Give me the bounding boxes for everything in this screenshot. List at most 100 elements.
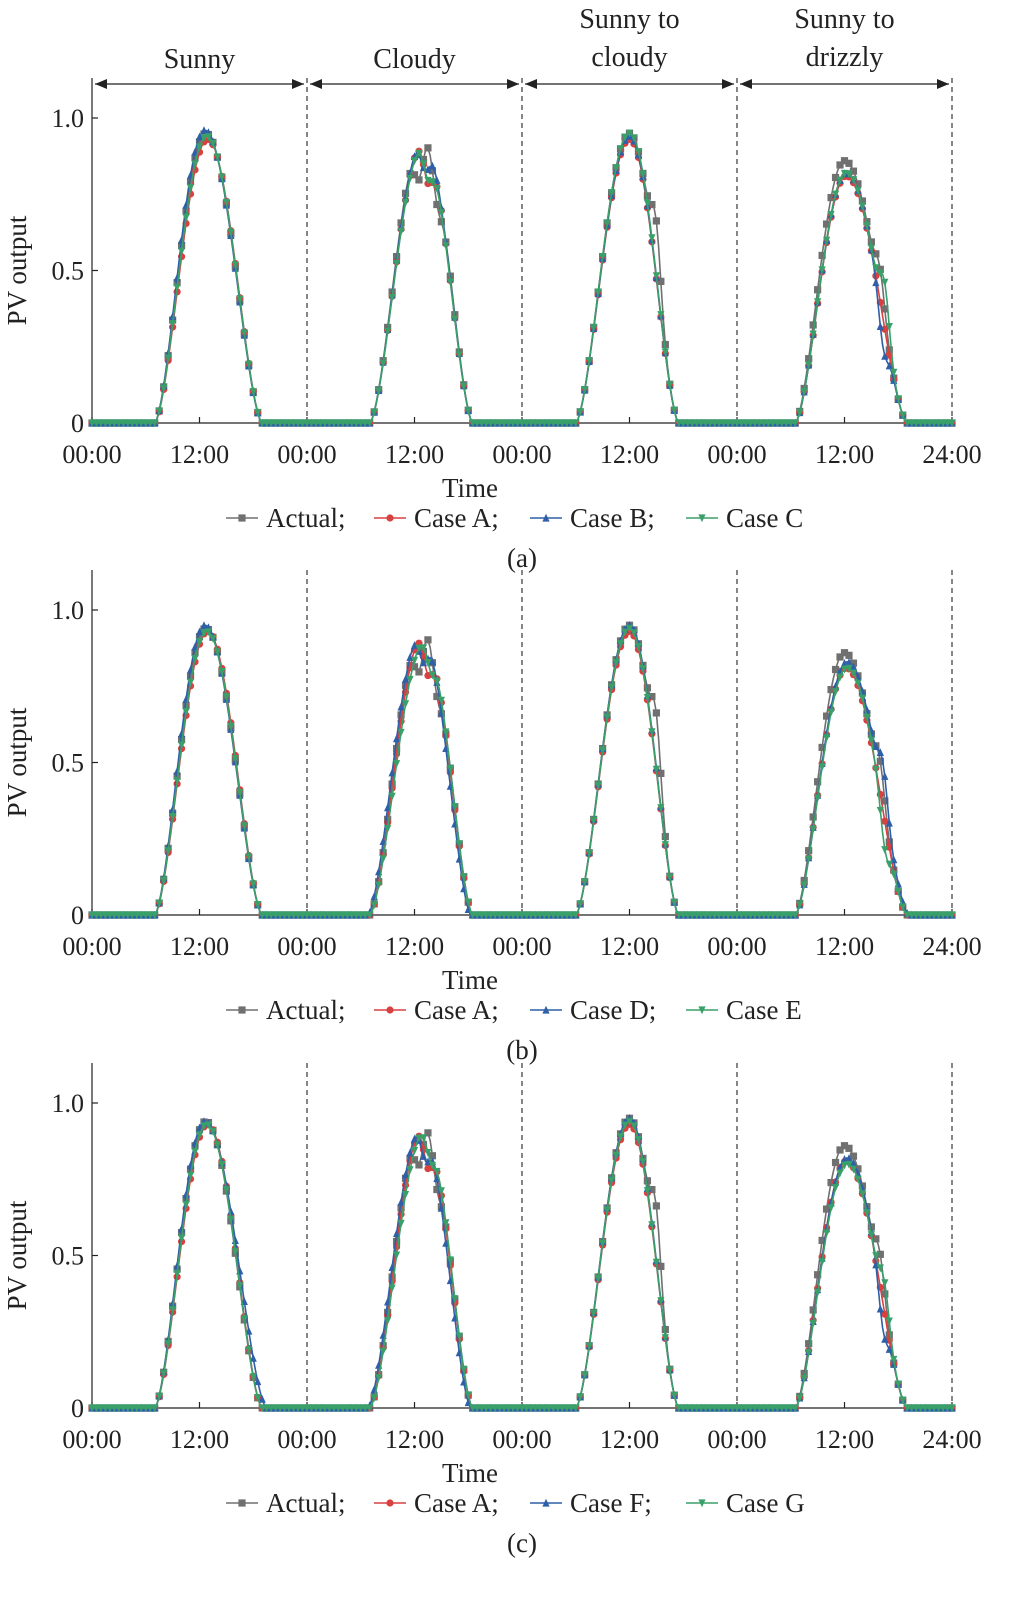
data-point xyxy=(245,1346,253,1355)
data-point xyxy=(845,170,853,179)
data-point xyxy=(169,320,177,328)
data-point xyxy=(392,760,401,768)
data-point xyxy=(648,728,656,737)
data-point xyxy=(209,634,217,643)
data-point xyxy=(169,312,177,320)
data-point xyxy=(218,173,226,182)
data-point xyxy=(249,1353,257,1362)
data-point xyxy=(164,847,172,855)
data-point xyxy=(249,1373,257,1382)
data-point xyxy=(177,741,186,750)
data-point xyxy=(213,153,222,162)
data-point xyxy=(881,1290,889,1298)
data-point xyxy=(424,144,432,152)
data-point xyxy=(240,329,248,338)
data-point xyxy=(652,1258,660,1267)
data-point xyxy=(845,1144,853,1152)
panel-label: (a) xyxy=(507,543,537,573)
data-point xyxy=(169,805,177,814)
data-point xyxy=(236,1281,244,1290)
data-point xyxy=(428,657,437,666)
data-point xyxy=(401,198,410,207)
y-tick-label: 0 xyxy=(71,409,84,438)
legend-label: Actual; xyxy=(266,503,345,533)
segment-label-line2: drizzly xyxy=(806,42,884,73)
data-point xyxy=(872,278,880,287)
data-point xyxy=(872,742,880,750)
data-point xyxy=(899,903,907,912)
x-tick-label: 12:00 xyxy=(815,932,874,961)
data-point xyxy=(406,1166,414,1175)
data-point xyxy=(195,1131,204,1140)
data-point xyxy=(590,1309,598,1318)
data-point xyxy=(446,1256,454,1265)
x-tick-label: 24:00 xyxy=(922,440,981,469)
data-point xyxy=(657,804,665,813)
data-point xyxy=(822,712,831,720)
data-point xyxy=(218,1161,226,1169)
data-point xyxy=(876,265,884,273)
data-point xyxy=(607,683,616,692)
data-point xyxy=(885,860,893,869)
data-point xyxy=(173,1261,181,1270)
data-point xyxy=(576,1393,584,1402)
data-point xyxy=(151,911,159,920)
data-point xyxy=(594,781,602,790)
data-point xyxy=(666,381,674,390)
legend-label: Case E xyxy=(726,995,802,1025)
data-point xyxy=(890,368,898,377)
data-point xyxy=(254,408,262,417)
data-point xyxy=(885,1331,893,1339)
data-point xyxy=(661,841,669,849)
data-point xyxy=(415,176,423,184)
legend-marker xyxy=(698,1499,706,1508)
data-point xyxy=(814,1288,822,1297)
data-point xyxy=(849,1159,858,1167)
data-point xyxy=(827,211,835,219)
data-point xyxy=(585,357,593,365)
data-point xyxy=(818,1258,826,1267)
data-point xyxy=(854,186,862,195)
x-tick-label: 12:00 xyxy=(170,440,229,469)
x-tick-label: 00:00 xyxy=(277,932,336,961)
data-point xyxy=(657,1297,665,1306)
data-point xyxy=(572,911,580,920)
data-point xyxy=(370,1394,378,1403)
data-point xyxy=(401,1170,410,1179)
data-point xyxy=(863,713,871,722)
data-point xyxy=(661,348,669,357)
segment-arrow-head-left xyxy=(740,79,752,89)
data-point xyxy=(814,1271,822,1279)
data-point xyxy=(948,1404,956,1413)
data-point xyxy=(849,167,858,175)
data-point xyxy=(643,192,652,200)
legend-marker xyxy=(542,1005,550,1014)
data-point xyxy=(845,658,853,666)
data-point xyxy=(872,250,880,258)
data-point xyxy=(384,1317,392,1325)
data-point xyxy=(424,165,432,174)
data-point xyxy=(455,351,463,360)
data-point xyxy=(460,1365,468,1374)
legend: Actual; Case A; Case D; Case E xyxy=(226,995,802,1025)
legend-marker xyxy=(238,1499,246,1507)
data-point xyxy=(603,713,611,722)
data-point xyxy=(616,145,625,154)
legend: Actual; Case A; Case B; Case C xyxy=(226,503,803,533)
x-tick-label: 00:00 xyxy=(277,440,336,469)
data-point xyxy=(630,1122,638,1131)
data-point xyxy=(460,382,468,391)
data-point xyxy=(858,202,867,211)
data-point xyxy=(894,1380,902,1389)
data-point xyxy=(863,222,871,230)
data-point xyxy=(621,133,629,142)
data-point xyxy=(195,627,204,636)
data-point xyxy=(670,406,678,415)
data-point xyxy=(885,1345,893,1353)
x-tick-label: 00:00 xyxy=(62,932,121,961)
data-point xyxy=(388,293,396,302)
data-point xyxy=(666,1366,674,1375)
data-point xyxy=(822,1229,831,1238)
data-point xyxy=(881,1334,889,1343)
data-point xyxy=(195,633,204,641)
